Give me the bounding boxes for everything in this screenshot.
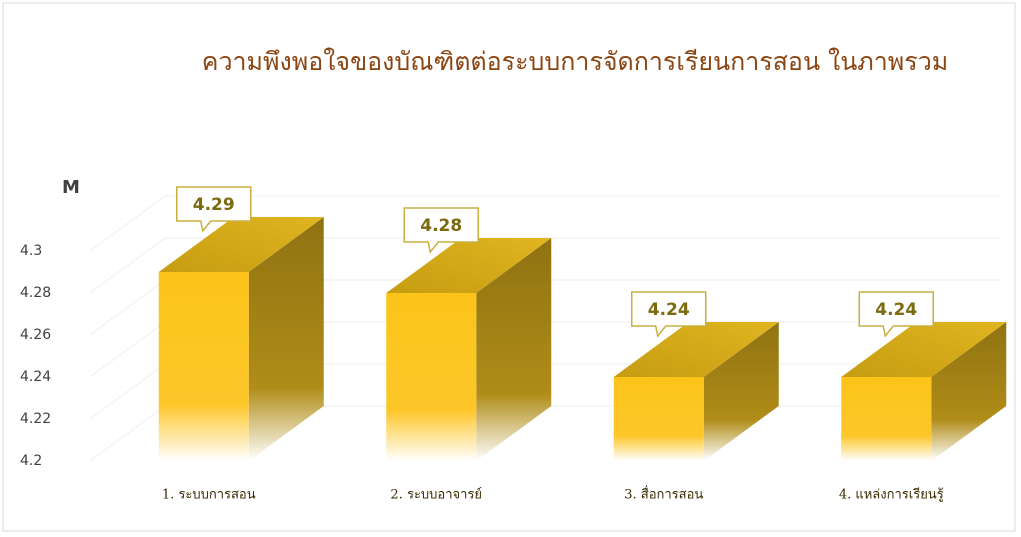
value-label-box (858, 291, 934, 338)
bar-front (841, 377, 932, 461)
y-tick-label: 4.22 (20, 411, 51, 427)
x-tick-label: 3. สื่อการสอน (624, 486, 703, 503)
bar: 4.29 (158, 186, 324, 461)
value-label: 4.29 (193, 195, 235, 215)
grid-line (89, 363, 166, 420)
bar-top (613, 322, 779, 377)
y-axis-label: M (62, 177, 80, 198)
value-label: 4.28 (420, 216, 462, 236)
bar-top (158, 217, 324, 272)
chart-title: ความพึงพอใจของบัณฑิตต่อระบบการจัดการเรีย… (202, 47, 948, 76)
bar-top (386, 238, 552, 293)
x-tick-label: 1. ระบบการสอน (162, 488, 256, 503)
bar-side (703, 322, 779, 461)
bar-front (158, 272, 249, 461)
x-tick-label: 2. ระบบอาจารย์ (390, 487, 482, 503)
bar-top (841, 322, 1007, 377)
bar: 4.28 (386, 207, 552, 461)
bar-side (931, 322, 1007, 461)
value-label: 4.24 (648, 300, 690, 320)
grid-line (89, 195, 166, 252)
y-tick-label: 4.28 (20, 285, 51, 301)
grid-line (89, 321, 166, 378)
grid-line (89, 237, 166, 294)
y-tick-label: 4.26 (20, 327, 51, 343)
y-tick-label: 4.2 (20, 453, 42, 469)
value-label-box (403, 207, 479, 254)
x-tick-label: 4. แหล่งการเรียนรู้ (839, 487, 944, 503)
bar-front (386, 293, 477, 461)
grid-line (89, 279, 166, 336)
y-tick-label: 4.24 (20, 369, 51, 385)
bar-side (476, 238, 552, 461)
grid-line (89, 405, 166, 462)
bar-side (248, 217, 324, 461)
bar-front (613, 377, 704, 461)
value-label-box (176, 186, 252, 233)
value-label-box (631, 291, 707, 338)
y-tick-label: 4.3 (20, 243, 42, 259)
bar: 4.24 (841, 291, 1007, 461)
bar: 4.24 (613, 291, 779, 461)
value-label: 4.24 (875, 300, 917, 320)
